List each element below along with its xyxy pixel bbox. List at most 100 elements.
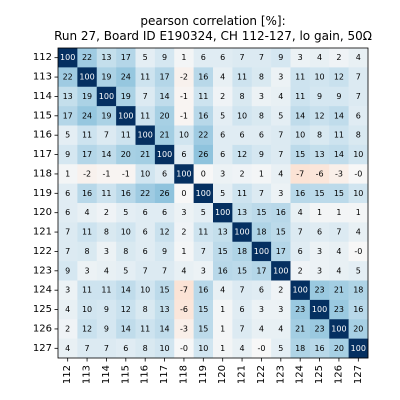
heatmap-cell [329,261,349,281]
cell-value-label: 2 [240,169,245,178]
cell-value-label: 23 [295,305,305,314]
heatmap-cell [154,299,175,320]
heatmap-cell [96,299,117,320]
heatmap-cell [135,299,156,320]
cell-value-label: -6 [180,305,188,314]
cell-value-label: 2 [336,53,341,62]
y-tick-label: 124 [33,285,52,296]
heatmap-cell [290,67,311,88]
cell-value-label: 4 [259,324,264,333]
heatmap-cell [116,164,136,184]
heatmap-cell [154,203,175,223]
heatmap-cell [174,125,194,146]
heatmap-cell [329,319,349,339]
cell-value-label: 4 [181,266,186,275]
heatmap-cell [290,319,311,339]
cell-value-label: 10 [140,286,150,295]
cell-value-label: 7 [336,228,341,237]
cell-value-label: 20 [334,344,344,353]
cell-value-label: 1 [336,208,341,217]
cell-value-label: 16 [276,208,286,217]
x-tick-label: 119 [198,365,209,384]
heatmap-cell [309,183,330,204]
cell-value-label: 11 [237,73,247,82]
heatmap-cell [329,203,349,223]
cell-value-label: 5 [356,266,361,275]
cell-value-label: -1 [102,169,110,178]
heatmap-cell [309,164,330,184]
heatmap-cell [174,241,194,262]
cell-value-label: 16 [82,189,92,198]
y-tick-label: 125 [33,304,52,315]
heatmap-cell [232,319,253,339]
cell-value-label: 9 [317,92,322,101]
cell-value-label: 22 [198,131,208,140]
heatmap-cell [135,280,156,301]
cell-value-label: 23 [314,286,324,295]
heatmap-cell [329,48,349,68]
cell-value-label: -1 [180,92,188,101]
heatmap-cell [58,125,78,146]
heatmap-cell [58,164,78,184]
heatmap-cell [251,183,272,204]
heatmap-cell [135,164,156,184]
heatmap-cell [96,280,117,301]
heatmap-cell [271,67,291,88]
cell-value-label: 11 [198,92,208,101]
cell-value-label: 6 [240,305,245,314]
cell-value-label: 1 [220,305,225,314]
cell-value-label: 14 [159,92,169,101]
cell-value-label: 7 [240,53,245,62]
x-tick-label: 123 [275,365,286,384]
cell-value-label: 17 [256,266,266,275]
cell-value-label: 1 [181,53,186,62]
heatmap-cell [77,319,98,339]
cell-value-label: 4 [85,208,90,217]
heatmap-cell [154,222,175,243]
cell-value-label: 19 [101,111,111,120]
heatmap-cell [77,48,98,68]
heatmap-cell [348,203,369,223]
heatmap-cell [213,48,233,68]
heatmap-cell [329,299,349,320]
heatmap-cell [77,144,98,165]
cell-value-label: 100 [60,53,75,62]
heatmap-cell [77,203,98,223]
heatmap-cell [329,222,349,243]
cell-value-label: 4 [104,266,109,275]
heatmap-cell [96,183,117,204]
heatmap-cell [290,183,311,204]
cell-value-label: 13 [237,208,247,217]
heatmap-cell [348,106,369,126]
cell-value-label: 10 [314,73,324,82]
heatmap-cell [193,280,214,301]
heatmap-cell [271,203,291,223]
cell-value-label: 5 [220,111,225,120]
cell-value-label: 3 [278,189,283,198]
cell-value-label: 3 [220,169,225,178]
heatmap-cell [213,280,233,301]
heatmap-cell [58,106,78,126]
heatmap-cell [290,144,311,165]
heatmap-cell [213,319,233,339]
y-tick-label: 122 [33,246,52,257]
heatmap-cell [290,241,311,262]
heatmap-cell [116,67,136,88]
cell-value-label: 6 [201,53,206,62]
cell-value-label: 2 [298,266,303,275]
cell-value-label: 4 [317,53,322,62]
cell-value-label: 11 [334,131,344,140]
cell-value-label: 18 [237,247,247,256]
heatmap-cell [58,183,78,204]
cell-value-label: 100 [79,73,94,82]
cell-value-label: 8 [123,247,128,256]
cell-value-label: 8 [104,228,109,237]
cell-value-label: 6 [259,131,264,140]
heatmap-cell [290,48,311,68]
heatmap-cell [348,183,369,204]
cell-value-label: 10 [198,344,208,353]
cell-value-label: 21 [159,131,169,140]
heatmap-cell [251,261,272,281]
heatmap-cell [290,299,311,320]
heatmap-cell [232,280,253,301]
